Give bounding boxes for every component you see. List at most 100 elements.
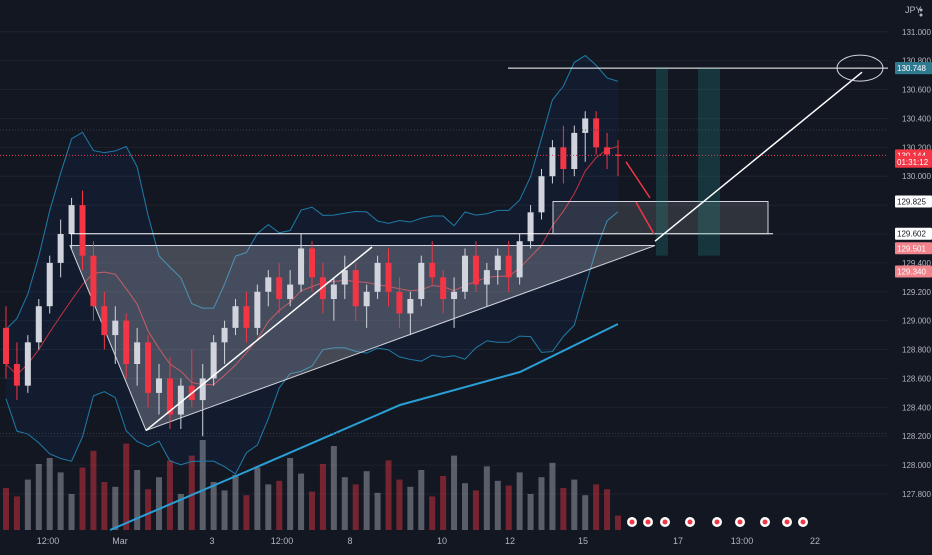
volume-bar [363, 471, 370, 530]
candle-body [440, 277, 447, 299]
volume-bar [571, 479, 578, 530]
volume-bar [2, 488, 10, 530]
volume-bar [494, 480, 501, 530]
currency-label: JPY [905, 5, 922, 15]
x-tick-label: Mar [112, 536, 128, 546]
candle-body [155, 378, 163, 393]
price-label-box [895, 195, 932, 208]
y-tick-label: 130.000 [902, 172, 931, 181]
target-circle [836, 54, 884, 82]
volume-bar [472, 490, 479, 530]
red-arrow [625, 161, 651, 199]
x-tick-label: 12 [505, 536, 515, 546]
volume-bar [232, 474, 239, 530]
upper-band [5, 54, 619, 330]
candle-body [396, 291, 403, 314]
candle-body [35, 306, 42, 343]
y-tick-label: 128.600 [902, 374, 931, 383]
volume-bar [527, 494, 534, 530]
candle-body [560, 147, 567, 169]
x-tick-label: 3 [209, 536, 214, 546]
candle-body [46, 262, 53, 307]
candle-body [166, 378, 173, 415]
candle-body [90, 255, 97, 307]
volume-bar [57, 472, 64, 530]
candle-body [472, 255, 479, 285]
candle-body [319, 277, 326, 299]
price-label-text: 01:31:12 [897, 158, 929, 167]
y-tick-label: 129.400 [902, 259, 931, 268]
price-axis: 131.000 130.800 130.600 130.400 130.200 130.0… [895, 28, 932, 499]
volume-bar [614, 515, 622, 530]
candle-body [199, 378, 206, 401]
candle-body [123, 320, 130, 364]
candle-body [352, 270, 359, 307]
candle-body [505, 255, 512, 278]
candle-body [79, 205, 86, 256]
lower-band [5, 211, 619, 475]
volume-bar [341, 477, 348, 530]
volume-bar [604, 489, 611, 530]
volume-bar [13, 496, 20, 530]
volume-bars [2, 440, 622, 530]
y-tick-label: 127.800 [902, 490, 931, 499]
dots-icon[interactable] [919, 8, 923, 17]
volume-bar [461, 483, 469, 530]
candle-body [13, 364, 20, 386]
price-label-box [895, 155, 932, 168]
volume-bar [319, 464, 326, 530]
candle-body [287, 284, 294, 299]
y-tick-label: 129.000 [902, 317, 931, 326]
target-zone [552, 201, 769, 235]
volume-bar [134, 470, 141, 530]
event-icon [662, 519, 668, 525]
candle-body [308, 248, 316, 278]
candle-body [134, 342, 141, 364]
y-tick-label: 128.800 [902, 346, 931, 355]
volume-bar [407, 486, 414, 530]
volume-bar [287, 458, 294, 530]
x-tick-label: 17 [673, 536, 683, 546]
volume-bar [308, 491, 316, 530]
candle-body [57, 234, 64, 263]
volume-bar [123, 443, 130, 530]
event-icon [800, 519, 806, 525]
candle-body [177, 385, 184, 415]
volume-bar [538, 477, 545, 530]
white-arrow [654, 71, 863, 242]
volume-bar [101, 482, 108, 530]
candle-body [265, 277, 272, 292]
candle-body [527, 212, 534, 242]
y-tick-label: 130.600 [902, 86, 931, 95]
price-label-box [895, 242, 932, 255]
price-label-text: 129.602 [897, 230, 926, 239]
candles [2, 111, 622, 437]
price-label-box [895, 62, 932, 75]
candle-body [210, 342, 217, 379]
white-arrow [145, 246, 373, 432]
volume-bar [516, 472, 523, 530]
candle-body [276, 277, 283, 299]
price-label-text: 129.340 [897, 268, 926, 277]
volume-bar [352, 484, 359, 530]
event-icon [645, 519, 651, 525]
candle-body [254, 291, 261, 328]
price-label-text: 129.825 [897, 198, 926, 207]
candle-body [341, 270, 348, 285]
volume-bar [505, 485, 512, 530]
volume-bar [483, 466, 490, 530]
long-ma [109, 323, 619, 531]
volume-bar [396, 479, 403, 530]
candle-body [593, 118, 600, 148]
event-icon [737, 519, 743, 525]
y-tick-label: 130.200 [902, 143, 931, 152]
volume-bar [46, 458, 53, 530]
event-icon [629, 519, 635, 525]
candle-body [330, 284, 337, 299]
volume-bar [265, 484, 272, 530]
candle-body [24, 342, 31, 386]
volume-bar [582, 495, 589, 530]
candle-body [385, 262, 392, 292]
